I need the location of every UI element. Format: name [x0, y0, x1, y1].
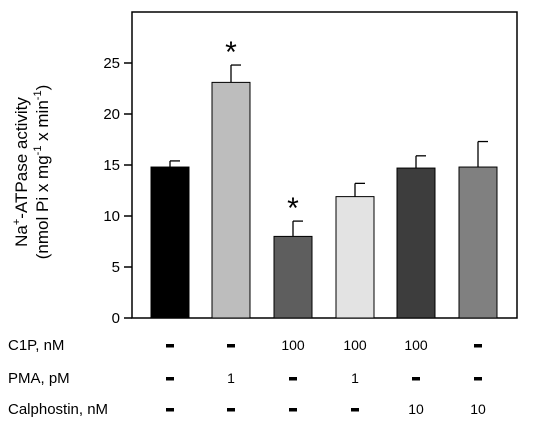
- y-tick-label: 5: [112, 259, 120, 276]
- condition-dash: [166, 377, 174, 381]
- y-tick-label: 10: [103, 208, 120, 225]
- condition-dash: [474, 344, 482, 348]
- y-tick-label: 0: [112, 310, 120, 327]
- significance-marker: *: [287, 192, 299, 225]
- bar: [273, 235, 313, 319]
- condition-dash: [289, 408, 297, 412]
- condition-label: Calphostin, nM: [8, 401, 108, 418]
- y-tick-label: 25: [103, 55, 120, 72]
- condition-dash: [474, 377, 482, 381]
- y-axis-label: Na+-ATPase activity: [11, 97, 31, 247]
- plot-area: 0 5 10 15 20 25 * *: [103, 11, 518, 327]
- bar: [396, 167, 436, 319]
- y-axis-label-units: (nmol Pi x mg-1 x min-1): [32, 85, 52, 260]
- condition-value: 10: [470, 401, 486, 417]
- condition-dash: [227, 344, 235, 348]
- y-tick-label: 15: [103, 157, 120, 174]
- condition-dash: [227, 408, 235, 412]
- bar: [150, 166, 190, 319]
- condition-dash: [166, 344, 174, 348]
- condition-dash: [351, 408, 359, 412]
- bar: [211, 81, 251, 319]
- condition-value: 10: [408, 401, 424, 417]
- bar: [458, 166, 498, 319]
- y-tick-label: 20: [103, 106, 120, 123]
- bar: [335, 196, 375, 319]
- condition-value: 1: [227, 370, 235, 386]
- condition-label: PMA, pM: [8, 370, 70, 387]
- significance-marker: *: [225, 36, 237, 69]
- condition-value: 100: [343, 337, 367, 353]
- condition-table: C1P, nM 100 100 100 PMA, pM 1 1 Calphostin, nM 1…: [8, 337, 486, 418]
- condition-dash: [289, 377, 297, 381]
- condition-label: C1P, nM: [8, 337, 64, 354]
- condition-value: 100: [404, 337, 428, 353]
- condition-dash: [166, 408, 174, 412]
- condition-value: 1: [351, 370, 359, 386]
- condition-dash: [412, 377, 420, 381]
- condition-value: 100: [281, 337, 305, 353]
